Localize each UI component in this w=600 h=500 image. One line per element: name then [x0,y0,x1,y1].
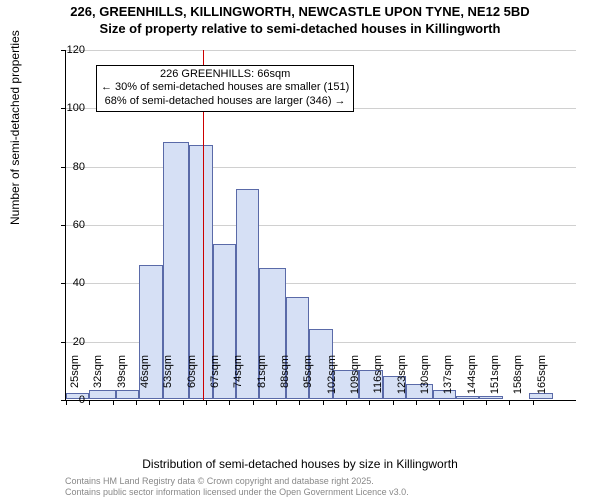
xtick-label: 53sqm [162,355,174,405]
xtick-label: 32sqm [92,355,104,405]
xtick-label: 123sqm [396,355,408,405]
xtick-mark [416,400,417,405]
xtick-mark [229,400,230,405]
xtick-mark [136,400,137,405]
xtick-mark [206,400,207,405]
ytick-label: 0 [45,394,85,406]
chart-title: 226, GREENHILLS, KILLINGWORTH, NEWCASTLE… [0,0,600,38]
xtick-mark [369,400,370,405]
xtick-mark [486,400,487,405]
xtick-label: 165sqm [536,355,548,405]
ytick-label: 80 [45,161,85,173]
xtick-mark [89,400,90,405]
annotation-title: 226 GREENHILLS: 66sqm [101,68,349,82]
gridline [66,167,576,168]
xtick-label: 46sqm [139,355,151,405]
xtick-label: 116sqm [372,355,384,405]
ytick-label: 60 [45,219,85,231]
ytick-label: 120 [45,44,85,56]
xtick-mark [253,400,254,405]
title-line-1: 226, GREENHILLS, KILLINGWORTH, NEWCASTLE… [0,4,600,21]
xtick-mark [463,400,464,405]
xtick-mark [533,400,534,405]
ytick-label: 40 [45,277,85,289]
xtick-label: 137sqm [442,355,454,405]
xtick-mark [393,400,394,405]
xtick-mark [276,400,277,405]
xtick-label: 95sqm [302,355,314,405]
title-line-2: Size of property relative to semi-detach… [0,21,600,38]
ytick-label: 20 [45,336,85,348]
xtick-label: 102sqm [326,355,338,405]
plot-region: 226 GREENHILLS: 66sqm← 30% of semi-detac… [65,50,576,401]
chart-area: 226 GREENHILLS: 66sqm← 30% of semi-detac… [65,50,575,400]
ytick-label: 100 [45,102,85,114]
xtick-label: 60sqm [186,355,198,405]
xtick-label: 88sqm [279,355,291,405]
xtick-label: 67sqm [209,355,221,405]
x-axis-title: Distribution of semi-detached houses by … [0,457,600,471]
gridline [66,225,576,226]
xtick-label: 109sqm [349,355,361,405]
footer-line-1: Contains HM Land Registry data © Crown c… [65,476,409,487]
xtick-mark [159,400,160,405]
xtick-label: 130sqm [419,355,431,405]
xtick-label: 144sqm [466,355,478,405]
xtick-mark [509,400,510,405]
xtick-mark [439,400,440,405]
annotation-smaller: ← 30% of semi-detached houses are smalle… [101,81,349,95]
footer-line-2: Contains public sector information licen… [65,487,409,498]
xtick-mark [323,400,324,405]
xtick-label: 151sqm [489,355,501,405]
annotation-box: 226 GREENHILLS: 66sqm← 30% of semi-detac… [96,65,354,112]
y-axis-title: Number of semi-detached properties [8,30,22,225]
xtick-label: 158sqm [512,355,524,405]
xtick-mark [113,400,114,405]
xtick-mark [299,400,300,405]
footer-attribution: Contains HM Land Registry data © Crown c… [65,476,409,498]
xtick-mark [183,400,184,405]
annotation-larger: 68% of semi-detached houses are larger (… [101,95,349,109]
gridline [66,50,576,51]
xtick-label: 39sqm [116,355,128,405]
xtick-label: 74sqm [232,355,244,405]
xtick-mark [346,400,347,405]
xtick-label: 81sqm [256,355,268,405]
